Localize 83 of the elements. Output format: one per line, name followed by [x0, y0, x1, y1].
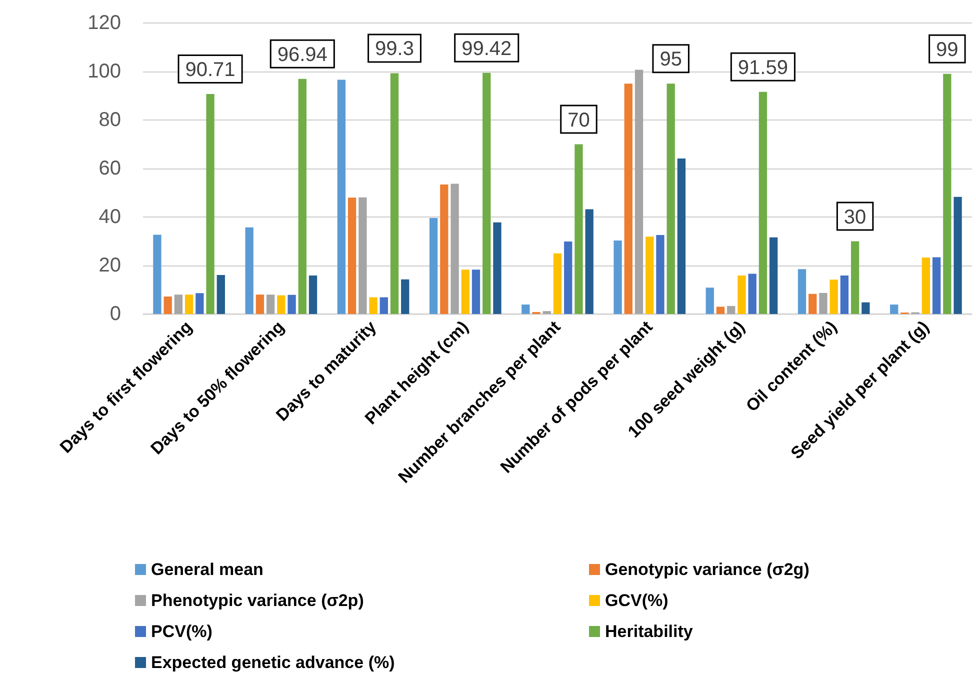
y-tick-label: 80 — [98, 109, 121, 131]
legend-label: GCV(%) — [605, 591, 668, 610]
bar — [614, 240, 622, 314]
bar — [748, 274, 756, 314]
bar — [369, 297, 378, 314]
bar — [634, 70, 644, 314]
bar — [574, 144, 583, 314]
bar — [358, 197, 367, 314]
bar — [943, 74, 952, 314]
data-label: 91.59 — [738, 56, 788, 79]
legend-label: General mean — [151, 560, 264, 579]
bar — [666, 84, 675, 314]
bar — [585, 209, 594, 314]
y-tick-label: 120 — [88, 12, 121, 34]
bar — [862, 302, 870, 314]
data-label: 99.3 — [375, 38, 414, 60]
bar — [266, 294, 275, 314]
bar — [174, 294, 183, 314]
bar — [429, 218, 438, 314]
bar — [153, 234, 162, 314]
data-label: 96.94 — [277, 44, 328, 66]
y-tick-label: 0 — [110, 303, 121, 325]
bar — [553, 253, 562, 314]
bar — [798, 269, 806, 314]
bar — [758, 92, 768, 314]
bar — [401, 279, 410, 314]
bar — [277, 295, 286, 314]
bar — [542, 311, 551, 314]
bar — [482, 72, 491, 314]
bar — [461, 270, 470, 314]
bar — [245, 227, 254, 314]
bar — [727, 306, 736, 314]
bar — [738, 275, 746, 314]
bar — [716, 306, 725, 314]
bar — [348, 198, 356, 314]
bar — [840, 275, 849, 314]
bar — [308, 275, 318, 314]
data-label: 95 — [660, 48, 682, 71]
bar — [298, 78, 306, 314]
data-label: 70 — [568, 109, 590, 132]
data-label: 30 — [844, 206, 866, 228]
bar — [830, 280, 838, 314]
bar — [706, 288, 714, 314]
data-label: 99.42 — [462, 38, 512, 60]
bar — [450, 184, 459, 314]
legend-label: Genotypic variance (σ2g) — [605, 560, 810, 579]
legend-label: Expected genetic advance (%) — [151, 653, 395, 672]
bar — [256, 294, 264, 314]
bar — [954, 196, 962, 314]
y-tick-label: 100 — [88, 60, 121, 82]
bar — [808, 294, 817, 314]
bar — [656, 234, 664, 314]
bar — [850, 241, 860, 314]
bar — [624, 84, 632, 314]
bar — [493, 222, 502, 314]
bar — [890, 304, 898, 314]
legend-label: Phenotypic variance (σ2p) — [151, 591, 364, 610]
data-label: 99 — [936, 38, 958, 61]
bar — [932, 257, 941, 314]
bar — [472, 270, 480, 314]
bar — [184, 294, 194, 314]
y-tick-label: 60 — [98, 158, 121, 180]
y-tick-label: 20 — [98, 254, 121, 276]
bar — [164, 296, 172, 314]
bar — [337, 80, 346, 314]
bar — [819, 292, 828, 314]
bar — [564, 241, 572, 314]
bar — [206, 94, 214, 314]
bar — [922, 258, 930, 314]
bar — [196, 293, 204, 314]
bar — [390, 73, 399, 314]
legend-label: PCV(%) — [151, 622, 212, 641]
bar — [677, 158, 686, 314]
bar — [440, 184, 448, 314]
bar — [380, 297, 388, 314]
bar — [288, 294, 296, 314]
bar — [769, 237, 778, 314]
bar — [646, 236, 654, 314]
bar — [216, 274, 225, 314]
legend-label: Heritability — [605, 622, 694, 641]
data-label: 90.71 — [185, 59, 236, 82]
y-tick-label: 40 — [98, 206, 121, 228]
bar — [522, 304, 530, 314]
